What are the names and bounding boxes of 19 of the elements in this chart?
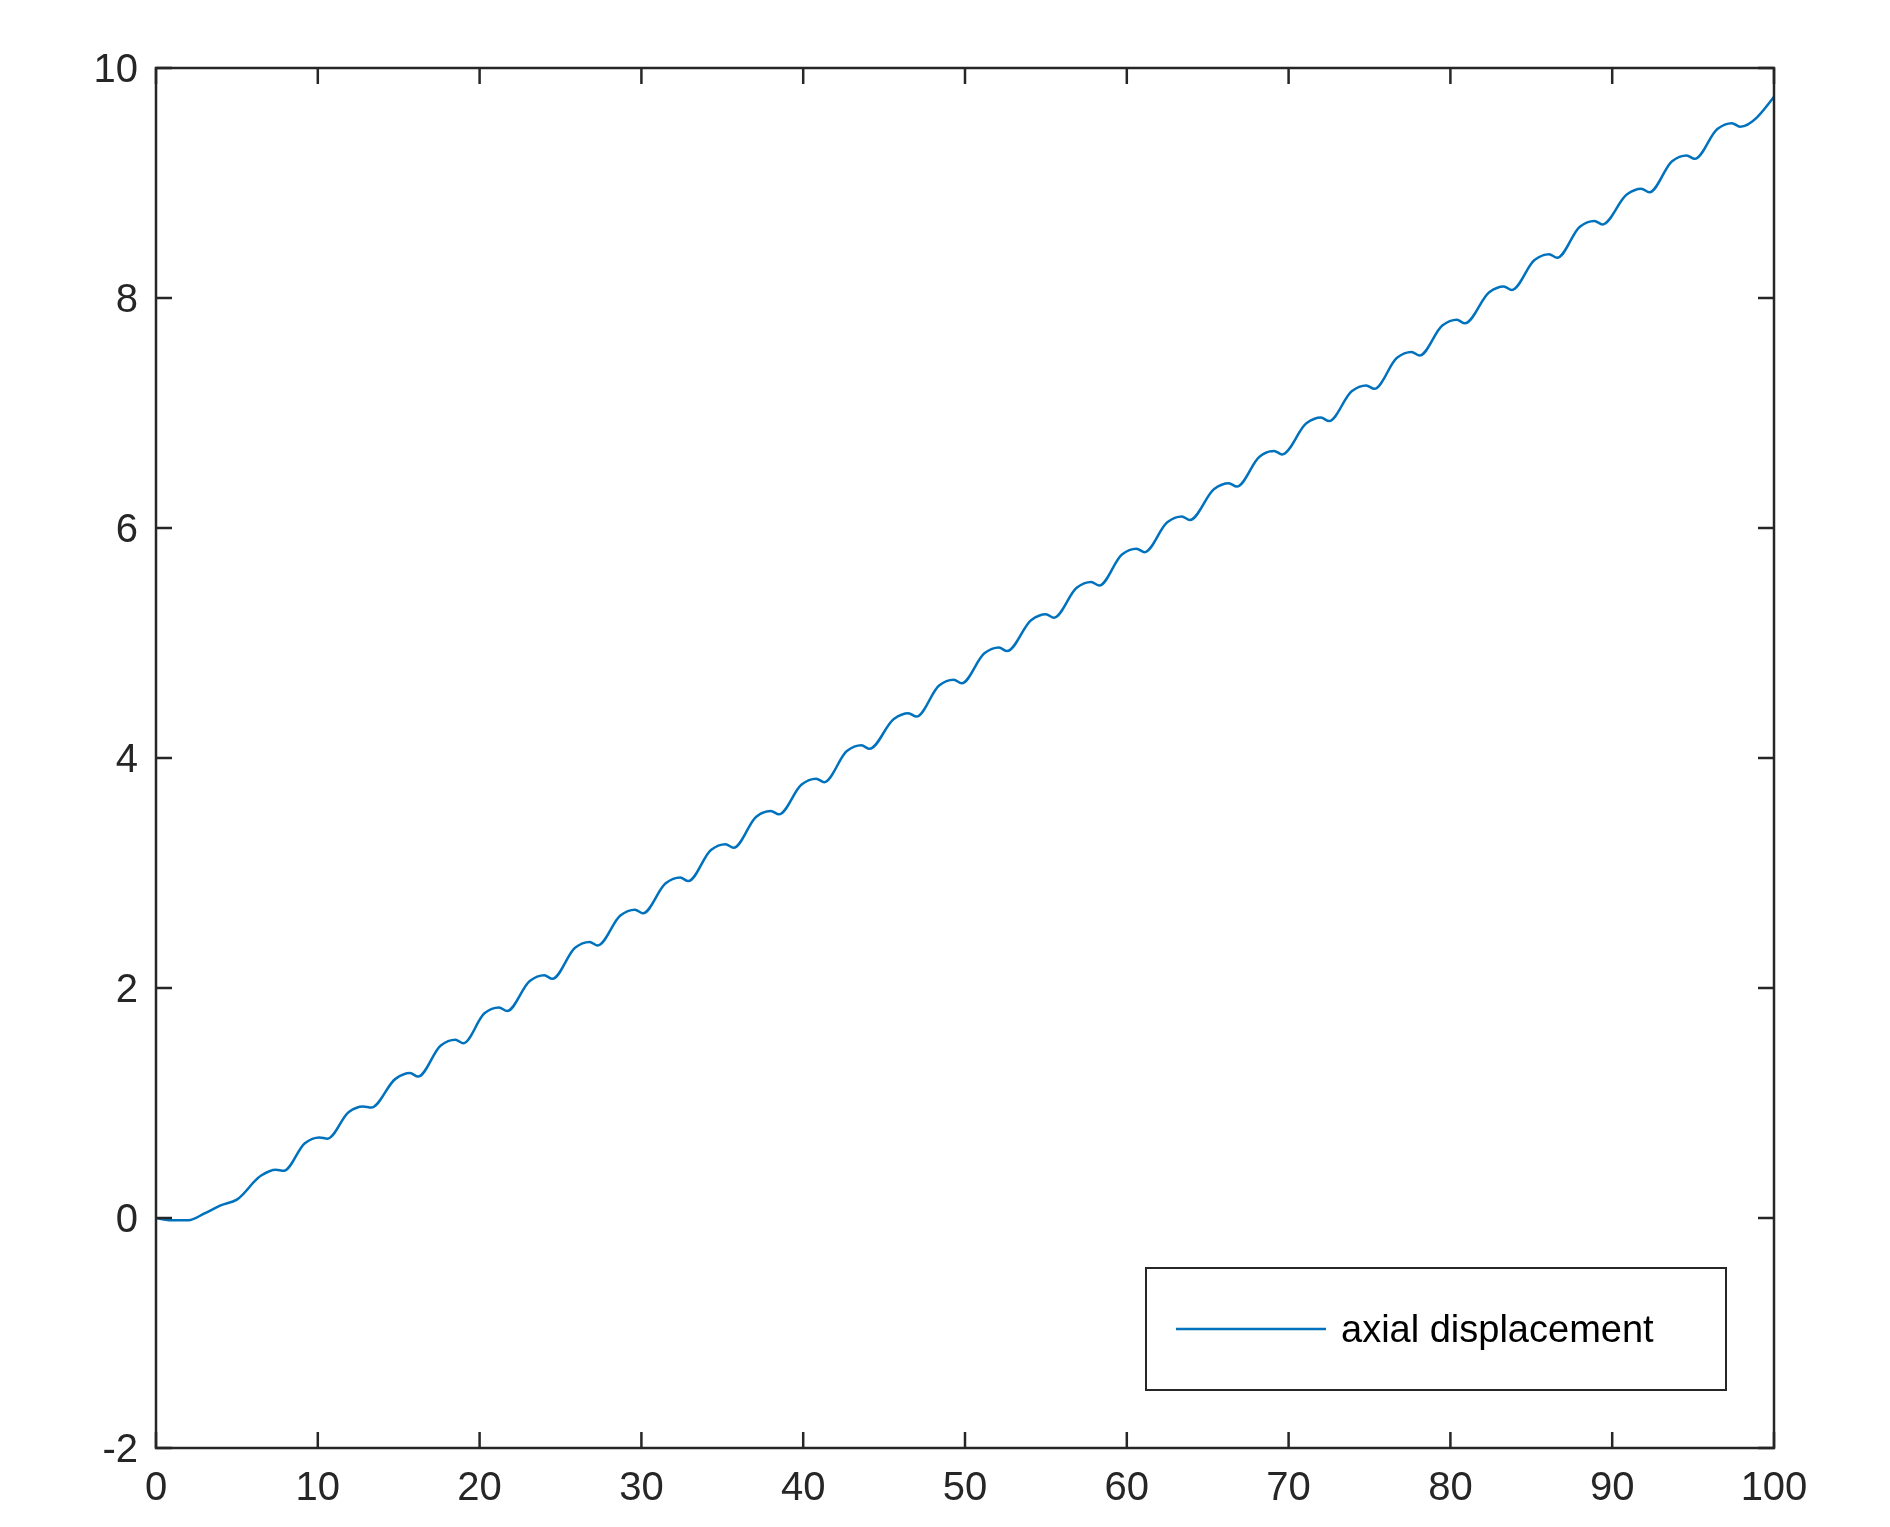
x-tick-label: 30 xyxy=(619,1464,664,1508)
x-tick-label: 70 xyxy=(1266,1464,1311,1508)
y-tick-label: 8 xyxy=(115,276,138,320)
x-tick-label: 100 xyxy=(1740,1464,1808,1508)
y-tick-label: 4 xyxy=(115,736,138,780)
y-tick-label: 6 xyxy=(115,506,138,550)
x-tick-label: 80 xyxy=(1428,1464,1473,1508)
x-tick-label: 10 xyxy=(295,1464,341,1508)
x-tick-label: 20 xyxy=(457,1464,502,1508)
y-tick-label: 10 xyxy=(93,46,138,90)
y-tick-label: 0 xyxy=(115,1196,138,1240)
x-tick-label: 0 xyxy=(144,1464,168,1508)
y-tick-label: -2 xyxy=(102,1426,138,1470)
x-tick-label: 90 xyxy=(1589,1464,1635,1508)
x-tick-label: 50 xyxy=(942,1464,988,1508)
y-tick-label: 2 xyxy=(115,966,138,1010)
legend-label: axial displacement xyxy=(1341,1308,1655,1350)
x-tick-label: 40 xyxy=(780,1464,826,1508)
x-tick-label: 60 xyxy=(1104,1464,1150,1508)
